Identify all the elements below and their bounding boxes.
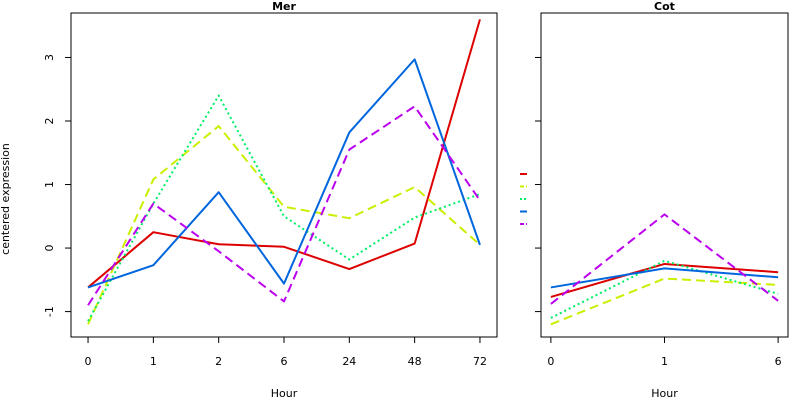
- series-line-3: [87, 58, 481, 289]
- x-tick-label: 6: [281, 355, 288, 368]
- series-line-1: [87, 125, 481, 325]
- x-tick-label: 0: [547, 355, 554, 368]
- x-tick-label: 6: [775, 355, 782, 368]
- chart-panels: Mer 0 1 2 6 24 48 72 Hour -1 0 1 2 3 Cot 0 1 6 Hour: [43, 0, 789, 400]
- legend: [520, 173, 527, 225]
- x-tick-label: 48: [408, 355, 422, 368]
- panel-mer: Mer 0 1 2 6 24 48 72 Hour -1 0 1 2 3: [43, 0, 498, 400]
- x-tick-label: 72: [473, 355, 487, 368]
- x-tick-label: 2: [215, 355, 222, 368]
- x-tick-label: 0: [85, 355, 92, 368]
- panel-cot: Cot 0 1 6 Hour: [535, 0, 789, 400]
- y-tick-label: -1: [43, 306, 56, 317]
- series-line-0: [550, 262, 779, 298]
- series-line-2: [87, 94, 481, 322]
- y-tick-label: 2: [43, 118, 56, 125]
- series-line-4: [87, 105, 481, 306]
- series-line-2: [550, 259, 779, 319]
- series-line-4: [550, 213, 779, 305]
- x-axis-label: Hour: [651, 387, 678, 400]
- x-tick-label: 1: [150, 355, 157, 368]
- y-tick-label: 0: [43, 245, 56, 252]
- panel-title: Mer: [272, 0, 296, 13]
- x-tick-label: 1: [661, 355, 668, 368]
- plot-frame: [70, 12, 498, 338]
- x-tick-label: 24: [342, 355, 356, 368]
- y-tick-label: 1: [43, 181, 56, 188]
- series-line-1: [550, 277, 779, 326]
- y-axis-label: centered expression: [0, 143, 12, 255]
- panel-title: Cot: [654, 0, 675, 13]
- x-axis-label: Hour: [271, 387, 298, 400]
- series-line-3: [550, 267, 779, 289]
- series-line-0: [87, 19, 481, 289]
- y-tick-label: 3: [43, 54, 56, 61]
